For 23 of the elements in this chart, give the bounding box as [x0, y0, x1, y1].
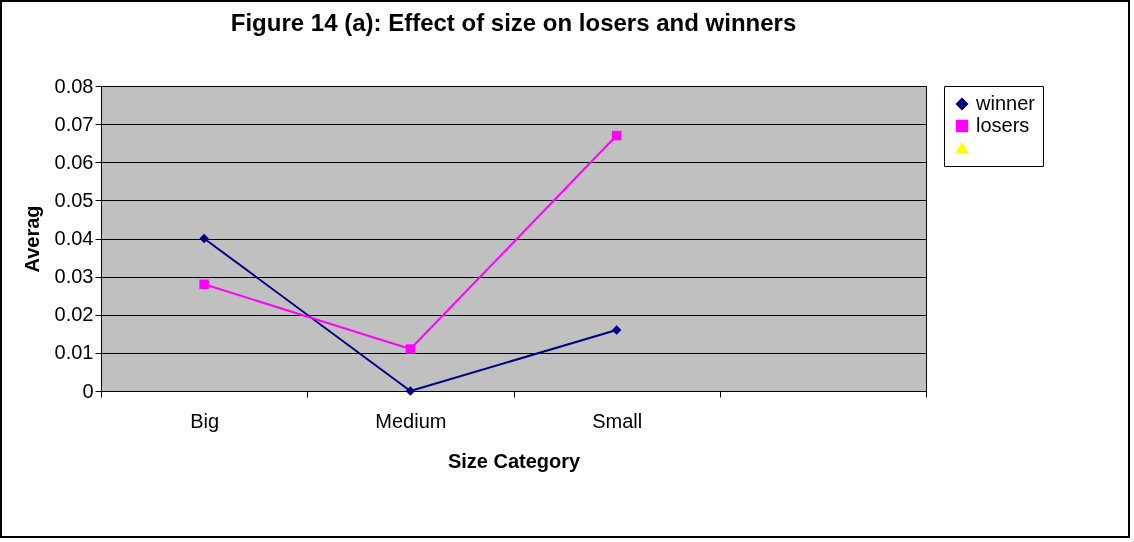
- point: [611, 325, 622, 335]
- point: [199, 279, 209, 289]
- y-tick-label: 0.02: [54, 303, 94, 326]
- x-tick-label: Small: [592, 409, 643, 432]
- point: [405, 386, 416, 396]
- x-tick-label: Medium: [375, 409, 447, 432]
- legend-label: losers: [976, 114, 1030, 136]
- point: [405, 344, 416, 354]
- y-tick-label: 0: [82, 379, 94, 402]
- legend-label: winner: [975, 92, 1036, 114]
- y-tick-label: 0.07: [54, 112, 94, 135]
- point: [199, 233, 209, 244]
- x-axis-title: Size Category: [447, 449, 582, 472]
- y-tick-label: 0.04: [54, 227, 94, 249]
- point: [611, 130, 622, 141]
- y-tick-label: 0.01: [54, 341, 94, 364]
- chart-title: Figure 14 (a): Effect of size on losers and winners: [230, 9, 797, 36]
- y-tick-label: 0.05: [54, 188, 94, 211]
- y-tick-label: 0.03: [54, 265, 94, 288]
- y-axis-title: Averag: [20, 205, 43, 273]
- x-tick-label: Big: [190, 409, 220, 432]
- y-tick-label: 0.08: [54, 74, 94, 97]
- y-tick-label: 0.06: [54, 150, 94, 173]
